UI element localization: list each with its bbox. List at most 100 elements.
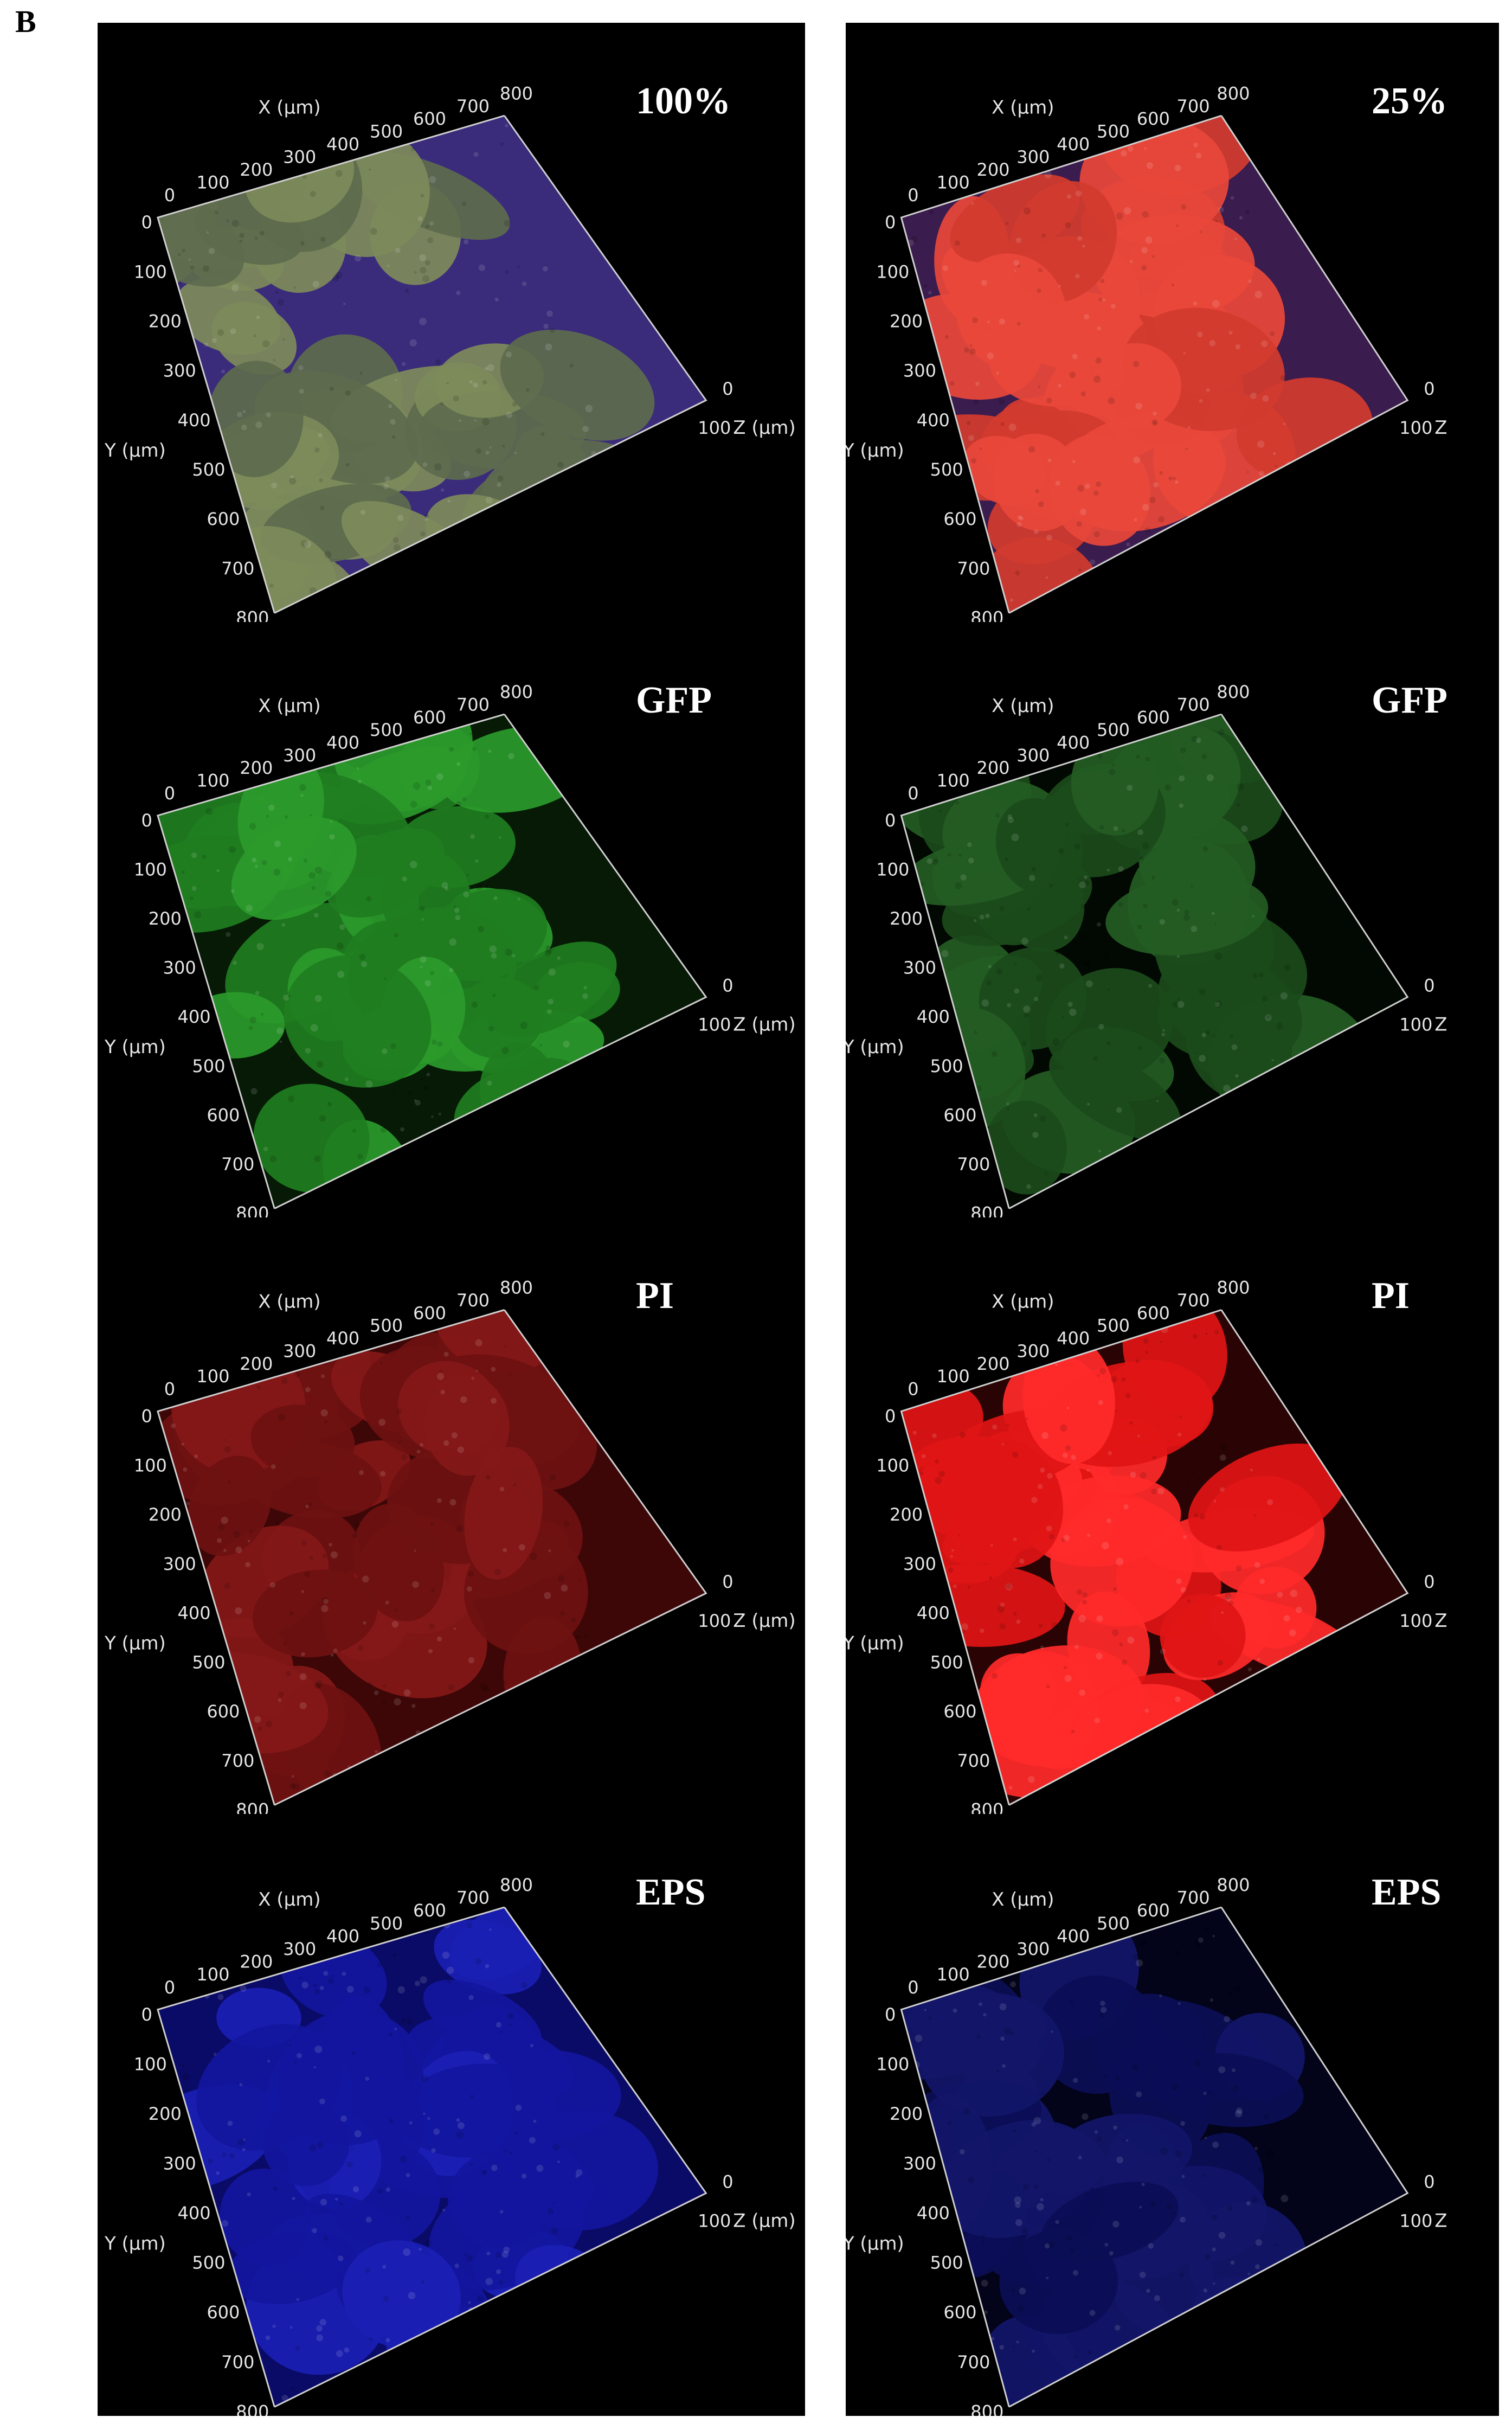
panel-p-25-pi: 0 100 200 300 400 500 600 700 800 X (µm) 0 100 200 30… [846, 1217, 1499, 1814]
y-tick-label: 200 [890, 1504, 923, 1525]
y-tick-label: 300 [163, 361, 196, 381]
x-tick-label: 800 [1217, 1875, 1250, 1895]
x-tick-label: 500 [370, 121, 403, 142]
y-tick-label: 700 [221, 1154, 254, 1175]
y-tick-label: 500 [192, 1652, 225, 1672]
x-tick-label: 500 [1097, 1316, 1130, 1336]
x-tick-label: 0 [164, 1379, 175, 1400]
y-tick-label: 600 [943, 1105, 976, 1125]
y-tick-label: 600 [207, 1701, 240, 1722]
x-tick-label: 800 [1217, 83, 1250, 104]
panel-tag: GFP [636, 679, 712, 721]
x-tick-label: 800 [500, 83, 533, 104]
y-tick-label: 200 [149, 908, 182, 929]
y-tick-label: 700 [957, 2352, 990, 2373]
y-tick-label: 0 [141, 2004, 152, 2025]
x-tick-label: 400 [326, 733, 359, 753]
y-tick-label: 100 [134, 1455, 167, 1476]
y-tick-label: 600 [943, 1701, 976, 1722]
y-tick-label: 500 [930, 2253, 963, 2273]
y-tick-label: 800 [236, 607, 269, 622]
x-tick-label: 300 [283, 745, 316, 766]
x-tick-label: 0 [164, 185, 175, 206]
x-tick-label: 800 [500, 1278, 533, 1298]
y-tick-label: 800 [970, 1800, 1003, 1815]
x-tick-label: 200 [976, 1952, 1009, 1972]
x-tick-label: 0 [908, 185, 918, 206]
y-tick-label: 300 [903, 2153, 936, 2174]
y-tick-label: 800 [970, 2401, 1003, 2416]
panel-tag: 25% [1372, 80, 1447, 122]
y-tick-label: 700 [957, 1751, 990, 1771]
render-3d-p-100-merged: 0 100 200 300 400 500 600 700 800 X (µm) 0 100 200 30… [104, 83, 796, 622]
y-tick-label: 200 [890, 311, 923, 332]
y-tick-label: 300 [163, 2153, 196, 2174]
x-tick-label: 800 [500, 682, 533, 702]
figure-label: B [15, 4, 36, 39]
y-tick-label: 500 [930, 459, 963, 480]
y-tick-label: 700 [221, 1751, 254, 1771]
y-tick-label: 600 [207, 509, 240, 529]
x-tick-label: 100 [937, 1366, 970, 1387]
y-tick-label: 500 [192, 2253, 225, 2273]
y-tick-label: 500 [192, 1056, 225, 1076]
y-tick-label: 500 [930, 1652, 963, 1672]
y-tick-label: 800 [236, 1800, 269, 1815]
z-tick-label: 0 [722, 976, 733, 996]
z-tick-label: 0 [722, 2171, 733, 2192]
x-tick-label: 200 [240, 1952, 273, 1972]
z-tick-label: 100 [698, 418, 731, 438]
panel-p-100-eps: 0 100 200 300 400 500 600 700 800 X (µm) 0 100 200 30… [98, 1814, 805, 2416]
x-tick-label: 100 [937, 172, 970, 193]
y-tick-label: 0 [141, 1406, 152, 1427]
y-axis-title: Y (µm) [846, 1633, 904, 1655]
panel-p-25-gfp: 0 100 200 300 400 500 600 700 800 X (µm) 0 100 200 30… [846, 622, 1499, 1217]
x-axis-title: X (µm) [258, 1889, 320, 1910]
x-tick-label: 400 [1057, 1328, 1090, 1349]
x-tick-label: 400 [1057, 733, 1090, 753]
y-tick-label: 100 [134, 261, 167, 282]
z-axis-title: Z (µm) [733, 2210, 795, 2232]
x-tick-label: 500 [370, 720, 403, 740]
z-tick-label: 0 [1424, 976, 1434, 996]
z-tick-label: 100 [698, 2210, 731, 2231]
x-tick-label: 100 [937, 771, 970, 791]
x-tick-label: 800 [1217, 682, 1250, 702]
y-tick-label: 200 [890, 2104, 923, 2124]
y-tick-label: 100 [876, 1455, 909, 1476]
panel-p-100-pi: 0 100 200 300 400 500 600 700 800 X (µm) 0 100 200 30… [98, 1217, 805, 1814]
x-tick-label: 100 [196, 172, 229, 193]
y-axis-title: Y (µm) [104, 440, 166, 461]
y-tick-label: 200 [149, 311, 182, 332]
x-tick-label: 600 [413, 1303, 446, 1323]
y-tick-label: 700 [957, 558, 990, 579]
panel-tag: PI [1372, 1275, 1410, 1317]
y-tick-label: 0 [141, 212, 152, 233]
x-tick-label: 0 [908, 783, 918, 804]
y-tick-label: 600 [207, 2302, 240, 2323]
y-axis-title: Y (µm) [104, 2233, 166, 2255]
z-tick-label: 100 [698, 1015, 731, 1035]
x-tick-label: 700 [1177, 1290, 1210, 1311]
y-tick-label: 0 [885, 212, 896, 233]
x-axis-title: X (µm) [258, 1291, 320, 1312]
y-tick-label: 700 [221, 558, 254, 579]
x-tick-label: 600 [1137, 108, 1170, 129]
x-tick-label: 0 [164, 783, 175, 804]
y-tick-label: 0 [885, 2004, 896, 2025]
x-tick-label: 600 [413, 108, 446, 129]
render-3d-p-25-merged: 0 100 200 300 400 500 600 700 800 X (µm) 0 100 200 30… [846, 83, 1447, 622]
z-tick-label: 0 [1424, 1572, 1434, 1592]
x-tick-label: 600 [1137, 1303, 1170, 1323]
x-axis-title: X (µm) [992, 1291, 1054, 1312]
x-tick-label: 600 [413, 707, 446, 728]
y-tick-label: 200 [890, 908, 923, 929]
panel-tag: EPS [636, 1871, 706, 1913]
y-tick-label: 300 [163, 1554, 196, 1574]
x-tick-label: 0 [164, 1977, 175, 1998]
y-tick-label: 0 [141, 810, 152, 831]
x-tick-label: 300 [1016, 745, 1050, 766]
x-tick-label: 500 [370, 1316, 403, 1336]
render-3d-p-100-pi: 0 100 200 300 400 500 600 700 800 X (µm) 0 100 200 30… [104, 1278, 796, 1815]
y-tick-label: 100 [876, 261, 909, 282]
